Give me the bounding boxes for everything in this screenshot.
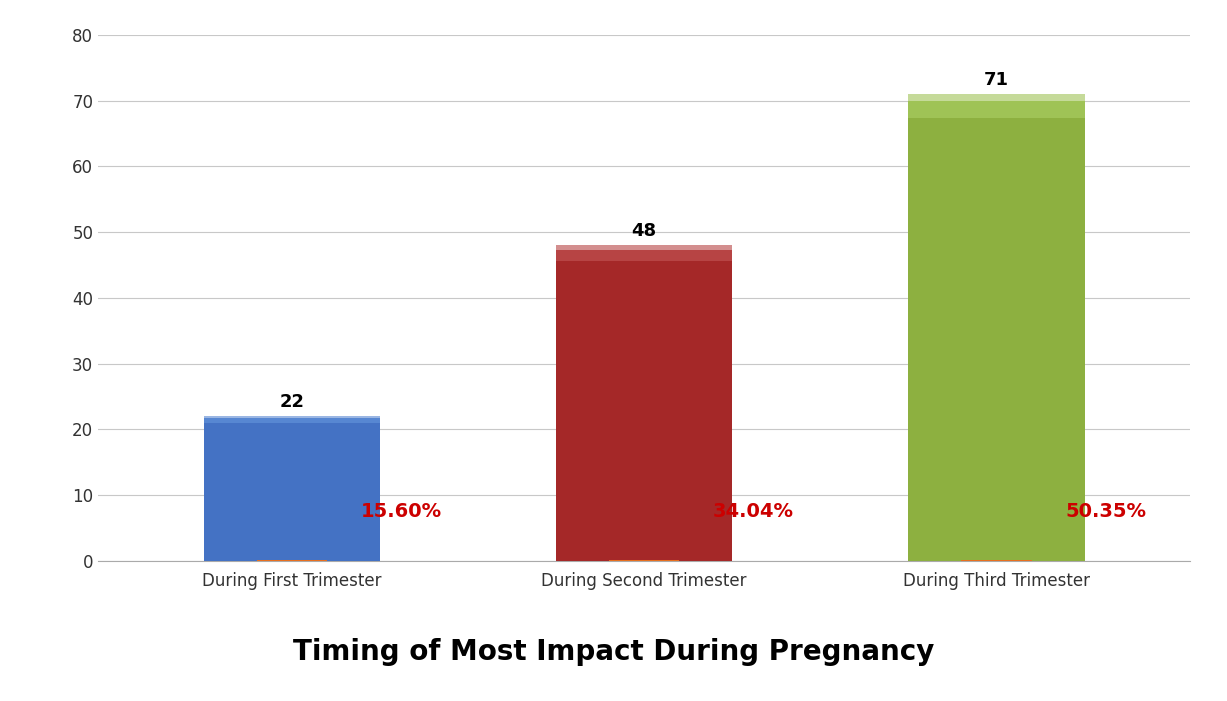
Text: 50.35%: 50.35% bbox=[1065, 502, 1146, 521]
Bar bbox=[204, 416, 380, 418]
Text: 15.60%: 15.60% bbox=[361, 502, 442, 521]
Bar bbox=[556, 245, 733, 250]
Bar bbox=[556, 245, 733, 261]
Bar bbox=[256, 560, 328, 562]
Bar bbox=[609, 560, 680, 562]
Bar bbox=[908, 94, 1085, 101]
Bar bbox=[908, 94, 1085, 561]
Bar bbox=[204, 416, 380, 423]
Bar bbox=[908, 94, 1085, 118]
Text: 34.04%: 34.04% bbox=[713, 502, 794, 521]
Bar bbox=[961, 560, 1032, 562]
Text: 48: 48 bbox=[632, 222, 656, 240]
Text: 71: 71 bbox=[984, 71, 1009, 89]
Text: 22: 22 bbox=[280, 393, 304, 411]
Bar bbox=[556, 245, 733, 561]
Bar bbox=[204, 416, 380, 561]
Text: Timing of Most Impact During Pregnancy: Timing of Most Impact During Pregnancy bbox=[293, 638, 934, 666]
